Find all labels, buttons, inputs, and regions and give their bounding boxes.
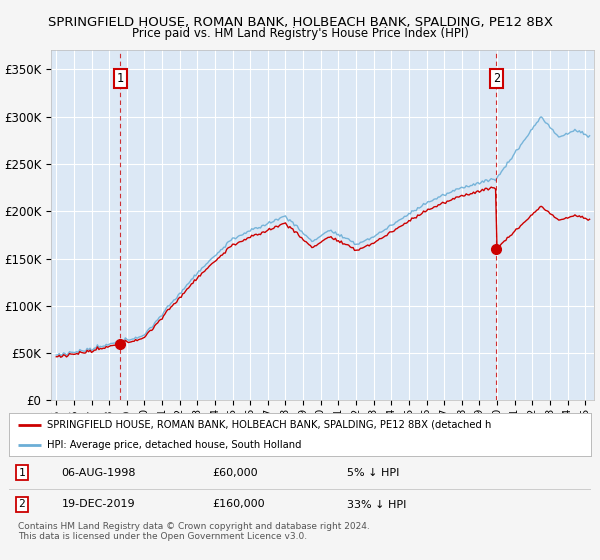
Text: 1: 1 <box>116 72 124 85</box>
Text: 33% ↓ HPI: 33% ↓ HPI <box>347 500 406 510</box>
Text: 2: 2 <box>19 500 25 510</box>
Text: 1: 1 <box>19 468 25 478</box>
Text: 5% ↓ HPI: 5% ↓ HPI <box>347 468 399 478</box>
Text: £60,000: £60,000 <box>212 468 259 478</box>
Text: 2: 2 <box>493 72 500 85</box>
Text: SPRINGFIELD HOUSE, ROMAN BANK, HOLBEACH BANK, SPALDING, PE12 8BX: SPRINGFIELD HOUSE, ROMAN BANK, HOLBEACH … <box>47 16 553 29</box>
Text: SPRINGFIELD HOUSE, ROMAN BANK, HOLBEACH BANK, SPALDING, PE12 8BX (detached h: SPRINGFIELD HOUSE, ROMAN BANK, HOLBEACH … <box>47 420 491 430</box>
Text: £160,000: £160,000 <box>212 500 265 510</box>
Text: 19-DEC-2019: 19-DEC-2019 <box>61 500 135 510</box>
Text: 06-AUG-1998: 06-AUG-1998 <box>61 468 136 478</box>
Text: Contains HM Land Registry data © Crown copyright and database right 2024.
This d: Contains HM Land Registry data © Crown c… <box>18 522 370 542</box>
Text: Price paid vs. HM Land Registry's House Price Index (HPI): Price paid vs. HM Land Registry's House … <box>131 27 469 40</box>
Text: HPI: Average price, detached house, South Holland: HPI: Average price, detached house, Sout… <box>47 440 301 450</box>
